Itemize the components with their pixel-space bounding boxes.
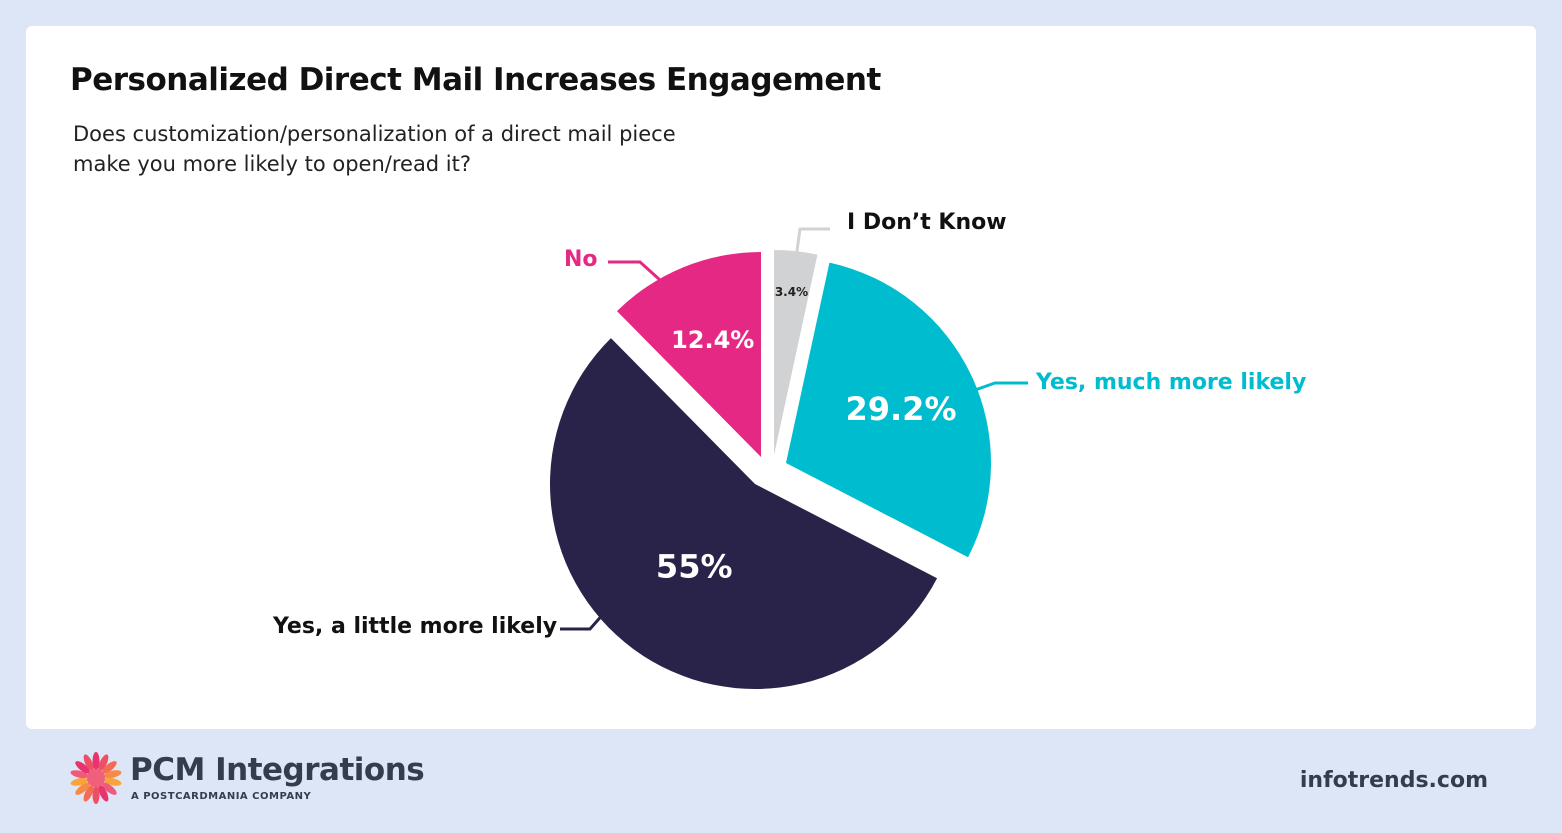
chart-subtitle: Does customization/personalization of a … [73,122,676,176]
logo-petal [92,752,100,770]
slice-yes-little [550,338,938,689]
data-label: 55% [656,548,733,586]
logo-petal [75,761,91,774]
chart-title: Personalized Direct Mail Increases Engag… [70,62,881,98]
slice-i-dont-know [774,250,818,455]
leader-line [974,381,1028,392]
logo-petal [98,785,109,802]
label-i-dont-know: I Don’t Know [847,210,1007,235]
data-label: 3.4% [775,285,808,299]
logo-petal [98,754,109,771]
logo-petal [75,782,91,795]
logo-center [87,769,105,787]
logo-petal [83,785,94,802]
logo-petal [83,754,94,771]
logo-petal [101,782,117,795]
leader-line [608,260,662,282]
leader-line [794,227,830,259]
slice-no [616,252,761,457]
logo-petal [92,786,100,804]
logo-petal [103,770,122,779]
pcm-logo-icon [70,752,122,804]
source-site: infotrends.com [1299,768,1488,793]
label-yes-little: Yes, a little more likely [273,614,558,639]
logo-petal [101,761,117,774]
label-no: No [564,247,598,272]
slice-yes-much [786,262,992,558]
label-yes-much: Yes, much more likely [1036,370,1307,395]
data-label: 12.4% [671,326,754,354]
data-label: 29.2% [845,390,956,428]
logo-petal [70,777,89,786]
brand-subtitle: A POSTCARDMANIA COMPANY [131,791,312,802]
brand-name: PCM Integrations [130,752,425,788]
